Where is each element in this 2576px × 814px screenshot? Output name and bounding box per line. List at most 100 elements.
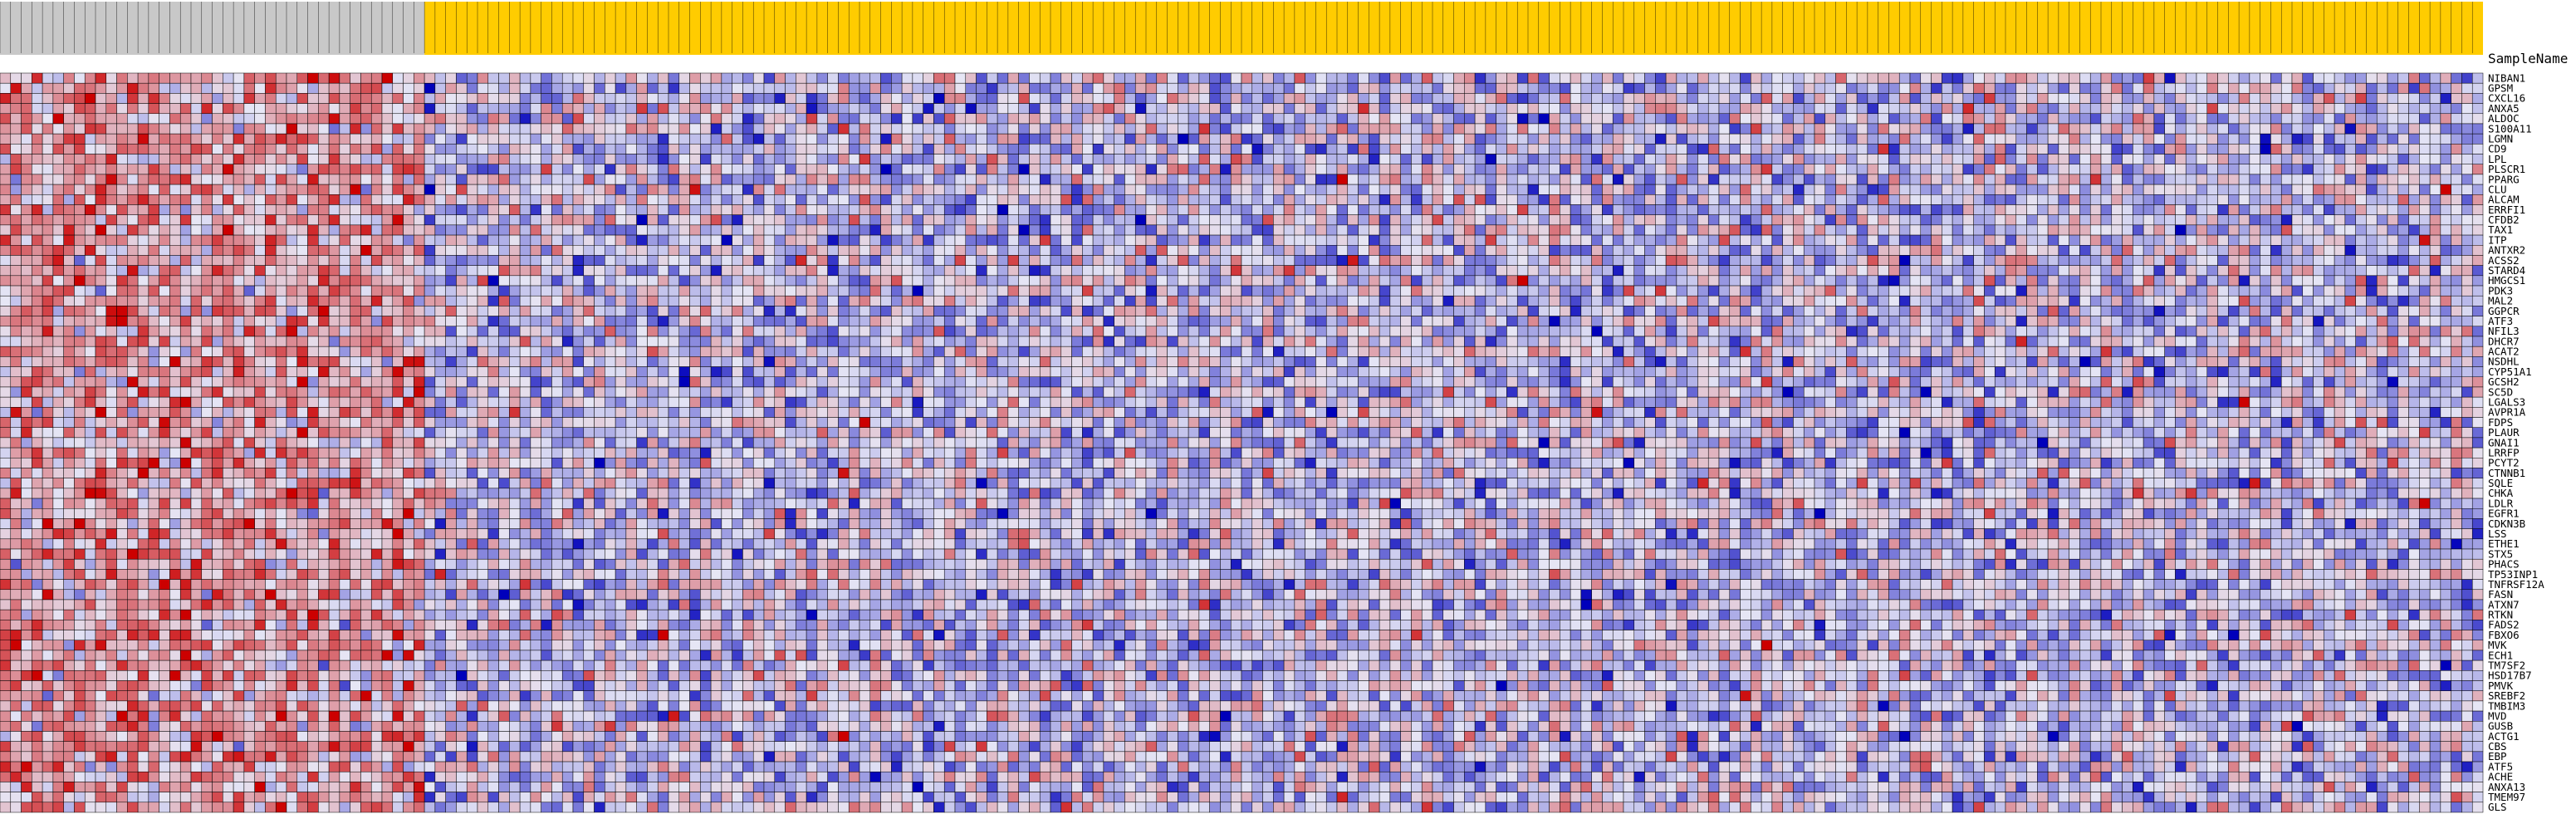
- heatmap-cell: [265, 245, 277, 256]
- heatmap-cell: [1867, 174, 1878, 185]
- heatmap-cell: [434, 164, 446, 175]
- heatmap-cell: [954, 234, 967, 246]
- heatmap-cell: [498, 275, 510, 287]
- heatmap-cell: [1092, 133, 1104, 145]
- heatmap-cell: [350, 184, 361, 195]
- heatmap-cell: [806, 154, 818, 164]
- heatmap-cell: [1092, 82, 1104, 94]
- heatmap-cell: [1909, 224, 1922, 236]
- heatmap-cell: [466, 224, 478, 236]
- heatmap-cell: [1633, 224, 1645, 236]
- heatmap-cell: [732, 214, 743, 226]
- heatmap-cell: [403, 144, 414, 154]
- heatmap-cell: [1591, 164, 1603, 175]
- heatmap-cell: [2015, 133, 2027, 145]
- heatmap-cell: [2133, 255, 2144, 266]
- heatmap-cell: [1145, 154, 1158, 164]
- heatmap-cell: [137, 82, 149, 94]
- heatmap-cell: [615, 164, 627, 175]
- heatmap-cell: [2334, 214, 2346, 226]
- heatmap-cell: [732, 174, 743, 185]
- heatmap-cell: [42, 113, 54, 125]
- heatmap-cell: [2111, 234, 2123, 246]
- heatmap-cell: [2471, 184, 2484, 195]
- heatmap-cell: [2015, 194, 2027, 205]
- heatmap-cell: [1400, 245, 1412, 256]
- heatmap-cell: [901, 123, 913, 135]
- heatmap-cell: [1644, 234, 1656, 246]
- heatmap-cell: [2313, 184, 2324, 195]
- heatmap-cell: [1453, 184, 1465, 195]
- heatmap-cell: [1623, 82, 1635, 94]
- heatmap-cell: [838, 265, 850, 277]
- heatmap-cell: [1400, 133, 1412, 145]
- heatmap-cell: [1560, 214, 1571, 226]
- heatmap-cell: [551, 164, 563, 175]
- heatmap-cell: [95, 204, 107, 215]
- heatmap-cell: [2185, 144, 2197, 154]
- heatmap-cell: [572, 93, 585, 104]
- heatmap-cell: [901, 72, 913, 84]
- heatmap-cell: [710, 194, 722, 205]
- heatmap-cell: [1878, 144, 1889, 154]
- heatmap-cell: [997, 103, 1009, 115]
- heatmap-cell: [2037, 245, 2049, 256]
- heatmap-cell: [519, 123, 531, 135]
- heatmap-cell: [52, 214, 64, 226]
- heatmap-cell: [912, 265, 923, 277]
- heatmap-cell: [710, 93, 722, 104]
- heatmap-cell: [1952, 133, 1964, 145]
- heatmap-cell: [179, 93, 192, 104]
- heatmap-cell: [605, 214, 616, 226]
- heatmap-cell: [1612, 255, 1624, 266]
- heatmap-cell: [1421, 82, 1433, 94]
- heatmap-cell: [1814, 154, 1826, 164]
- heatmap-cell: [328, 275, 340, 287]
- heatmap-cell: [1092, 214, 1104, 226]
- heatmap-cell: [328, 144, 340, 154]
- heatmap-cell: [774, 184, 786, 195]
- heatmap-cell: [615, 234, 627, 246]
- heatmap-cell: [1782, 224, 1794, 236]
- heatmap-cell: [318, 275, 330, 287]
- heatmap-cell: [1856, 245, 1868, 256]
- heatmap-cell: [2206, 224, 2218, 236]
- heatmap-cell: [1962, 133, 1974, 145]
- heatmap-cell: [1220, 255, 1232, 266]
- heatmap-cell: [721, 224, 732, 236]
- heatmap-cell: [1687, 133, 1698, 145]
- heatmap-cell: [84, 174, 96, 185]
- heatmap-cell: [243, 154, 255, 164]
- heatmap-cell: [1262, 93, 1274, 104]
- heatmap-cell: [1336, 113, 1349, 125]
- heatmap-cell: [1496, 234, 1507, 246]
- heatmap-cell: [456, 72, 468, 84]
- heatmap-cell: [2249, 265, 2260, 277]
- heatmap-cell: [1506, 204, 1518, 215]
- heatmap-cell: [1178, 82, 1189, 94]
- heatmap-cell: [605, 174, 616, 185]
- heatmap-cell: [657, 234, 669, 246]
- heatmap-cell: [1665, 214, 1677, 226]
- heatmap-cell: [1973, 103, 1985, 115]
- heatmap-cell: [1071, 113, 1083, 125]
- heatmap-cell: [2451, 144, 2462, 154]
- heatmap-cell: [1029, 204, 1041, 215]
- heatmap-cell: [1432, 265, 1444, 277]
- heatmap-cell: [1145, 93, 1158, 104]
- heatmap-cell: [1071, 255, 1083, 266]
- heatmap-cell: [1761, 82, 1773, 94]
- heatmap-cell: [0, 275, 12, 287]
- heatmap-cell: [796, 275, 807, 287]
- heatmap-cell: [392, 72, 404, 84]
- heatmap-cell: [1740, 144, 1751, 154]
- heatmap-cell: [530, 82, 541, 94]
- heatmap-cell: [339, 214, 350, 226]
- heatmap-cell: [721, 93, 732, 104]
- heatmap-cell: [223, 123, 234, 135]
- heatmap-cell: [2344, 214, 2356, 226]
- heatmap-cell: [2005, 133, 2017, 145]
- heatmap-cell: [2122, 113, 2133, 125]
- heatmap-cell: [2133, 245, 2144, 256]
- heatmap-cell: [530, 204, 541, 215]
